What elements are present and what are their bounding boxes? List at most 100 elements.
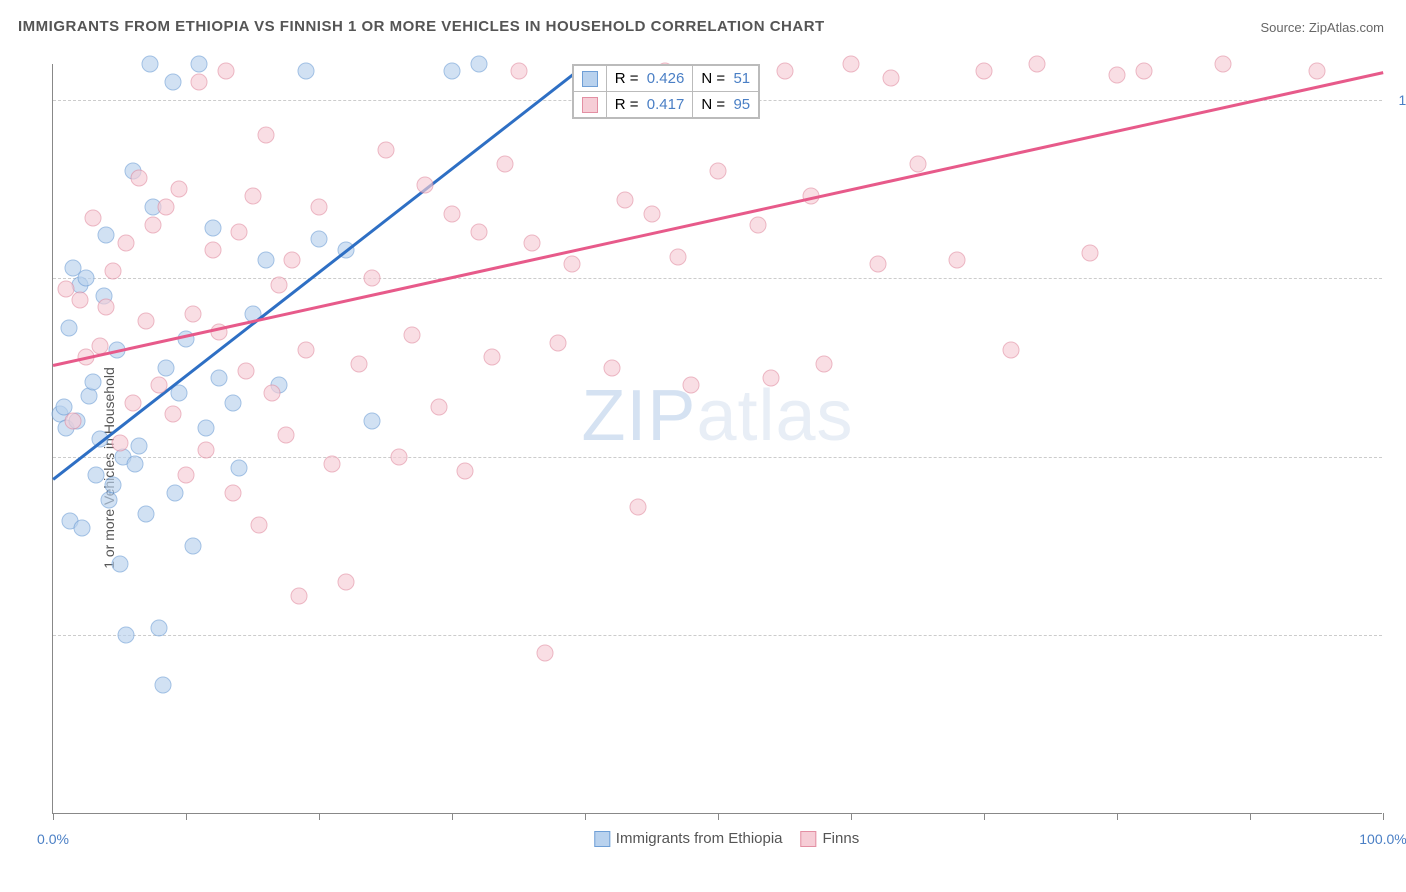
x-tick <box>984 813 985 820</box>
scatter-point <box>537 645 554 662</box>
chart-title: IMMIGRANTS FROM ETHIOPIA VS FINNISH 1 OR… <box>18 18 825 35</box>
plot-area: ZIPatlas 85.0%90.0%95.0%100.0%0.0%100.0%… <box>52 64 1382 814</box>
scatter-point <box>550 334 567 351</box>
scatter-point <box>277 427 294 444</box>
legend-label: Finns <box>823 830 860 847</box>
scatter-point <box>204 241 221 258</box>
scatter-point <box>483 348 500 365</box>
scatter-point <box>87 466 104 483</box>
scatter-point <box>1082 245 1099 262</box>
scatter-point <box>949 252 966 269</box>
scatter-point <box>404 327 421 344</box>
trend-line <box>52 64 586 480</box>
scatter-point <box>297 63 314 80</box>
x-tick <box>718 813 719 820</box>
scatter-point <box>144 216 161 233</box>
scatter-point <box>118 627 135 644</box>
scatter-point <box>191 73 208 90</box>
scatter-point <box>630 498 647 515</box>
scatter-point <box>257 252 274 269</box>
scatter-point <box>284 252 301 269</box>
stats-legend: R = 0.426N = 51R = 0.417N = 95 <box>572 64 760 119</box>
scatter-point <box>523 234 540 251</box>
scatter-point <box>311 198 328 215</box>
scatter-point <box>444 63 461 80</box>
scatter-point <box>237 363 254 380</box>
scatter-point <box>337 573 354 590</box>
scatter-point <box>71 291 88 308</box>
scatter-point <box>224 395 241 412</box>
chart-container: 1 or more Vehicles in Household ZIPatlas… <box>0 44 1406 892</box>
scatter-point <box>138 313 155 330</box>
scatter-point <box>118 234 135 251</box>
legend-swatch <box>801 831 817 847</box>
scatter-point <box>111 556 128 573</box>
scatter-point <box>131 438 148 455</box>
scatter-point <box>244 188 261 205</box>
scatter-point <box>271 277 288 294</box>
scatter-point <box>563 256 580 273</box>
scatter-point <box>151 620 168 637</box>
scatter-point <box>60 320 77 337</box>
scatter-point <box>100 491 117 508</box>
scatter-point <box>197 420 214 437</box>
scatter-point <box>882 70 899 87</box>
scatter-point <box>311 231 328 248</box>
scatter-point <box>74 520 91 537</box>
x-tick <box>585 813 586 820</box>
x-tick <box>452 813 453 820</box>
scatter-point <box>158 198 175 215</box>
grid-line <box>53 635 1382 636</box>
scatter-point <box>98 298 115 315</box>
scatter-point <box>377 141 394 158</box>
scatter-point <box>78 270 95 287</box>
scatter-point <box>151 377 168 394</box>
scatter-point <box>84 209 101 226</box>
x-tick <box>1250 813 1251 820</box>
x-tick <box>1117 813 1118 820</box>
scatter-point <box>211 370 228 387</box>
scatter-point <box>80 388 97 405</box>
scatter-point <box>84 373 101 390</box>
scatter-point <box>131 170 148 187</box>
scatter-point <box>155 677 172 694</box>
scatter-point <box>1029 56 1046 73</box>
x-tick <box>186 813 187 820</box>
scatter-point <box>142 56 159 73</box>
scatter-point <box>1135 63 1152 80</box>
scatter-point <box>204 220 221 237</box>
scatter-point <box>104 477 121 494</box>
scatter-point <box>417 177 434 194</box>
scatter-point <box>324 456 341 473</box>
scatter-point <box>231 459 248 476</box>
scatter-point <box>251 516 268 533</box>
x-tick-label: 0.0% <box>37 831 69 847</box>
scatter-point <box>816 356 833 373</box>
scatter-point <box>124 395 141 412</box>
scatter-point <box>167 484 184 501</box>
scatter-point <box>843 56 860 73</box>
scatter-point <box>976 63 993 80</box>
x-tick <box>53 813 54 820</box>
scatter-point <box>1308 63 1325 80</box>
scatter-point <box>776 63 793 80</box>
scatter-point <box>350 356 367 373</box>
y-tick-label: 100.0% <box>1399 92 1406 108</box>
scatter-point <box>470 56 487 73</box>
scatter-point <box>683 377 700 394</box>
scatter-point <box>217 63 234 80</box>
x-tick <box>851 813 852 820</box>
scatter-point <box>364 270 381 287</box>
scatter-point <box>264 384 281 401</box>
scatter-point <box>158 359 175 376</box>
scatter-point <box>510 63 527 80</box>
scatter-point <box>444 206 461 223</box>
scatter-point <box>470 223 487 240</box>
scatter-point <box>191 56 208 73</box>
scatter-point <box>178 466 195 483</box>
x-tick-label: 100.0% <box>1359 831 1406 847</box>
scatter-point <box>909 156 926 173</box>
scatter-point <box>710 163 727 180</box>
scatter-point <box>869 256 886 273</box>
scatter-point <box>111 434 128 451</box>
